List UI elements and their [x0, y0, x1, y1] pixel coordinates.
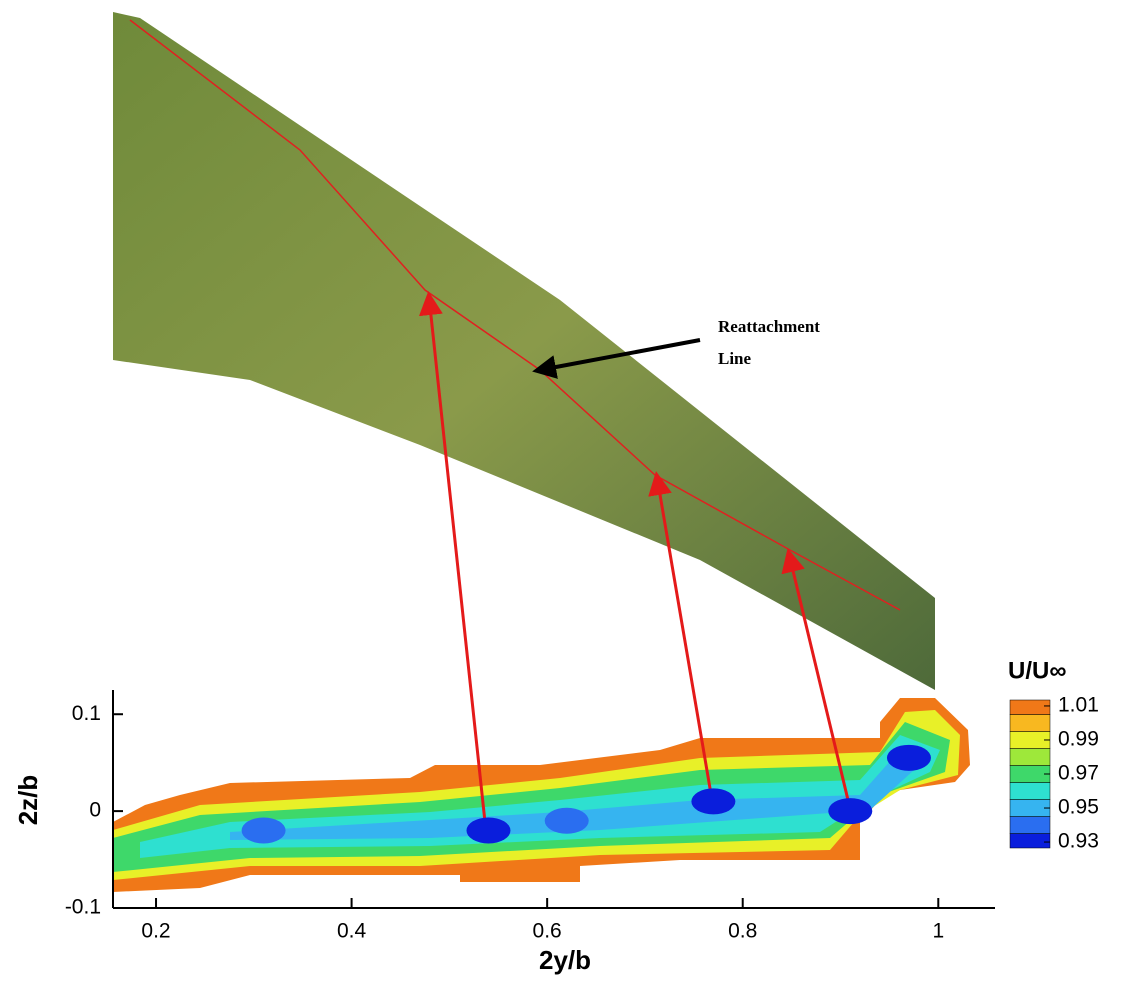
annotation: Reattachment — [718, 317, 820, 336]
colorbar-band — [1010, 817, 1050, 834]
colorbar-tick-label: 0.93 — [1058, 830, 1099, 853]
vortex-core — [828, 798, 872, 824]
x-tick-label: 0.6 — [533, 920, 562, 943]
x-tick-label: 0.4 — [337, 920, 367, 943]
wing-photo — [113, 12, 935, 690]
y-tick-label: 0.1 — [72, 702, 101, 725]
colorbar-tick-label: 0.95 — [1058, 796, 1099, 819]
x-tick-label: 0.2 — [141, 920, 170, 943]
annotation: Line — [718, 349, 752, 368]
x-tick-label: 1 — [932, 920, 944, 943]
colorbar-band — [1010, 834, 1050, 848]
x-tick-label: 0.8 — [728, 920, 757, 943]
colorbar-tick-label: 0.97 — [1058, 762, 1099, 785]
vortex-core — [545, 808, 589, 834]
colorbar-band — [1010, 783, 1050, 800]
contour-field — [113, 698, 970, 892]
vortex-core — [242, 817, 286, 843]
vortex-core — [887, 745, 931, 771]
vortex-core — [466, 817, 510, 843]
y-axis-label: 2z/b — [13, 775, 43, 826]
y-tick-label: -0.1 — [65, 896, 101, 919]
colorbar-band — [1010, 700, 1050, 714]
figure: Reattachment Line 2y/b 2z/b U/U∞ 0.2 0.4 0… — [0, 0, 1130, 981]
colorbar-band — [1010, 748, 1050, 765]
vortex-core — [691, 788, 735, 814]
colorbar-tick-label: 1.01 — [1058, 694, 1099, 717]
x-axis-label: 2y/b — [539, 945, 591, 975]
colorbar-title: U/U∞ — [1008, 657, 1066, 684]
y-tick-label: 0 — [89, 799, 101, 822]
colorbar-tick-label: 0.99 — [1058, 728, 1099, 751]
colorbar-band — [1010, 714, 1050, 731]
